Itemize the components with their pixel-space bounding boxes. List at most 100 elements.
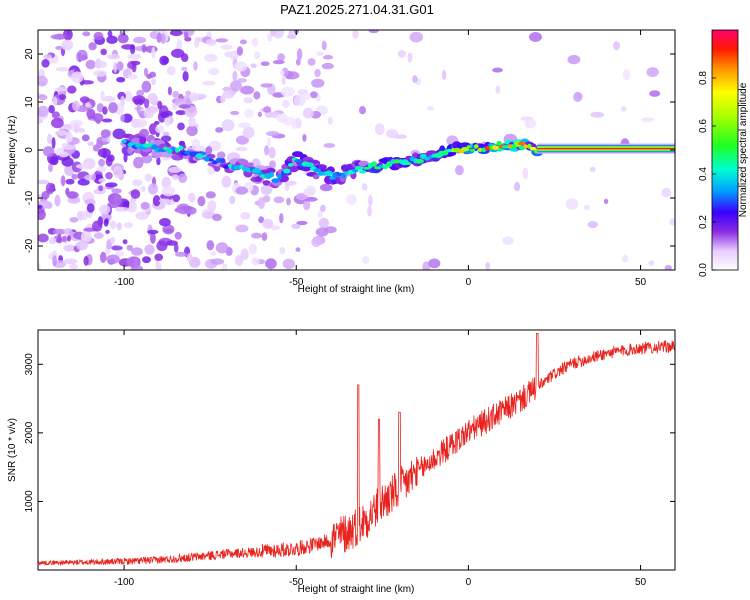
noise-blob — [97, 166, 107, 173]
noise-blob — [279, 70, 285, 76]
ridge-peak — [355, 166, 363, 171]
noise-blob — [76, 49, 88, 61]
noise-blob — [296, 220, 308, 226]
noise-blob — [361, 183, 368, 191]
noise-blob — [268, 146, 276, 159]
ridge-halo — [246, 162, 254, 167]
x-tick-label: -50 — [289, 577, 304, 588]
ridge-peak — [358, 170, 367, 174]
noise-blob — [147, 183, 159, 195]
noise-blob — [318, 217, 330, 229]
noise-blob — [193, 61, 198, 71]
noise-blob — [260, 83, 273, 88]
colorbar-tick-label: 0.4 — [698, 167, 709, 181]
snr-x-axis-label: Height of straight line (km) — [298, 584, 415, 595]
chart-title: PAZ1.2025.271.04.31.G01 — [280, 2, 434, 17]
noise-blob — [100, 48, 107, 56]
noise-blob — [282, 258, 295, 270]
noise-blob — [109, 236, 116, 244]
noise-blob — [85, 101, 91, 108]
noise-blob — [587, 221, 598, 229]
noise-blob — [165, 117, 170, 127]
noise-blob — [51, 117, 64, 129]
noise-blob — [85, 59, 96, 70]
noise-blob — [441, 69, 447, 81]
noise-blob — [281, 76, 286, 85]
noise-blob — [67, 235, 71, 242]
noise-blob — [293, 94, 306, 107]
ridge-peak — [517, 141, 526, 146]
noise-blob — [288, 30, 294, 37]
noise-blob — [38, 204, 43, 209]
colorbar — [711, 29, 739, 271]
noise-blob — [122, 239, 128, 245]
noise-blob — [276, 113, 288, 123]
noise-blob — [188, 192, 196, 203]
colorbar-tick-label: 0.2 — [698, 215, 709, 229]
noise-blob — [279, 246, 286, 255]
noise-blob — [83, 255, 89, 266]
noise-blob — [144, 244, 155, 255]
noise-blob — [52, 96, 58, 106]
noise-blob — [260, 184, 273, 195]
noise-blob — [81, 210, 88, 221]
noise-blob — [208, 68, 220, 75]
noise-blob — [238, 122, 251, 128]
noise-blob — [67, 85, 77, 94]
noise-blob — [175, 110, 187, 116]
noise-blob — [74, 123, 79, 134]
noise-blob — [664, 264, 672, 270]
noise-blob — [160, 32, 166, 45]
noise-blob — [186, 252, 193, 263]
noise-blob — [524, 118, 537, 129]
noise-blob — [45, 182, 55, 195]
noise-blob — [210, 258, 225, 265]
noise-blob — [158, 198, 171, 204]
noise-blob — [646, 67, 659, 78]
noise-blob — [160, 111, 170, 118]
noise-blob — [136, 89, 145, 97]
ridge-peak — [424, 156, 430, 161]
noise-blob — [159, 55, 169, 66]
noise-blob — [91, 173, 97, 181]
noise-blob — [88, 42, 97, 51]
noise-blob — [257, 111, 262, 118]
noise-blob — [522, 167, 529, 180]
noise-blob — [323, 143, 336, 148]
noise-blob — [100, 129, 111, 138]
noise-blob — [111, 245, 123, 251]
noise-blob — [102, 95, 116, 102]
noise-blob — [188, 92, 200, 102]
noise-blob — [141, 80, 152, 93]
noise-blob — [63, 258, 78, 265]
noise-blob — [291, 120, 297, 130]
noise-blob — [244, 109, 254, 118]
noise-blob — [38, 262, 41, 270]
noise-blob — [156, 157, 161, 166]
noise-blob — [42, 146, 55, 157]
noise-blob — [427, 106, 435, 111]
noise-blob — [38, 118, 44, 124]
noise-blob — [620, 106, 627, 112]
noise-blob — [215, 127, 224, 133]
noise-blob — [314, 68, 321, 78]
noise-blob — [261, 232, 268, 242]
noise-blob — [95, 119, 101, 124]
noise-blob — [102, 106, 108, 115]
ridge-halo — [358, 160, 370, 167]
noise-blob — [61, 235, 67, 243]
noise-blob — [159, 218, 171, 227]
noise-blob — [583, 204, 591, 211]
noise-blob — [172, 174, 179, 181]
noise-blob — [120, 114, 125, 122]
noise-blob — [253, 51, 261, 60]
noise-blob — [393, 134, 408, 139]
noise-blob — [181, 66, 188, 72]
noise-blob — [123, 153, 128, 163]
noise-blob — [648, 260, 655, 266]
snr-series-line — [38, 333, 675, 567]
noise-blob — [412, 75, 418, 83]
noise-blob — [267, 33, 273, 42]
noise-blob — [84, 174, 95, 181]
noise-blob — [48, 163, 53, 173]
